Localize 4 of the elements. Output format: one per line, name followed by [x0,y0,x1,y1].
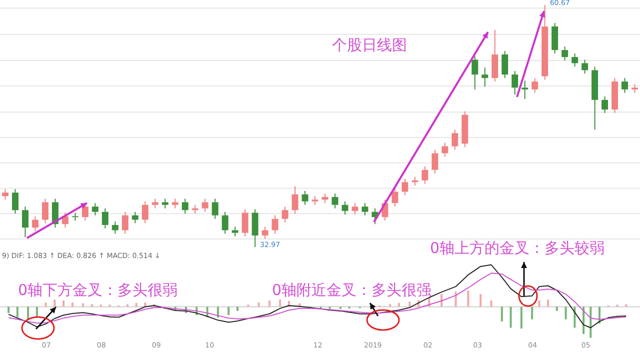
text: 个股日线图 [332,36,407,54]
annotation: 0轴附近金叉：多头很强 [272,281,432,299]
annotation: 0轴下方金叉：多头很弱 [18,281,178,299]
annotation: 0轴上方的金叉：多头较弱 [430,239,605,257]
